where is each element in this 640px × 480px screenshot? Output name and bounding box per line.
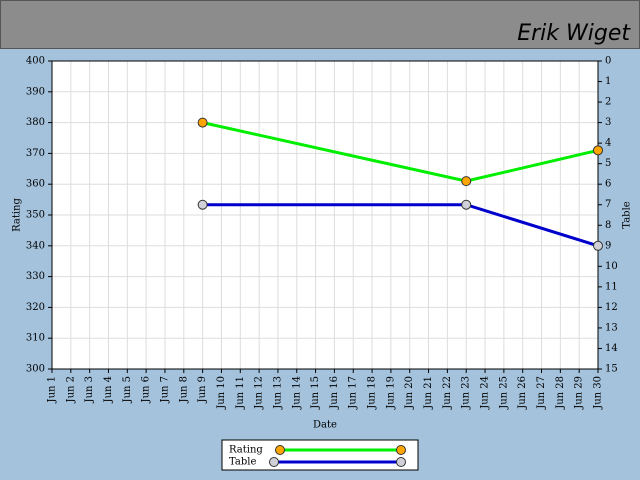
y2-tick-label: 2 [605,97,611,108]
y-tick-label: 300 [26,364,45,375]
x-tick-label: Jun 1 [47,376,58,403]
y2-tick-label: 4 [605,138,611,149]
data-point [197,117,208,128]
x-tick-label: Jun 7 [159,376,170,403]
legend-marker [396,445,406,455]
y-tick-label: 370 [26,148,45,159]
data-point [593,145,603,156]
y2-tick-label: 0 [605,56,611,67]
y-tick-label: 380 [26,117,45,128]
x-tick-label: Jun 15 [310,376,321,410]
x-tick-label: Jun 8 [178,376,189,403]
y-tick-label: 330 [26,271,45,282]
legend-marker [396,457,406,467]
x-tick-label: Jun 21 [423,376,434,410]
y2-tick-label: 13 [605,322,618,333]
y2-tick-label: 14 [605,343,618,354]
legend-label: Rating [229,445,263,456]
y2-tick-label: 12 [605,302,618,313]
legend-label: Table [229,457,256,468]
x-tick-label: Jun 27 [536,376,547,410]
y2-tick-label: 15 [605,364,618,375]
x-tick-label: Jun 14 [291,376,302,410]
x-tick-label: Jun 10 [216,376,227,410]
x-tick-label: Jun 3 [84,376,95,403]
y-tick-label: 400 [26,56,45,67]
legend-marker [269,457,279,467]
y2-tick-label: 1 [605,76,611,87]
y2-tick-label: 5 [605,158,611,169]
data-point [197,199,208,210]
x-axis-label: Date [313,420,337,431]
x-tick-label: Jun 16 [329,376,340,410]
y-axis-label: Rating [12,198,23,232]
legend-marker [275,445,285,455]
x-tick-label: Jun 20 [404,376,415,410]
data-point [593,240,603,251]
x-tick-label: Jun 23 [461,376,472,410]
x-tick-label: Jun 17 [348,376,359,410]
y-tick-label: 390 [26,86,45,97]
x-tick-label: Jun 28 [555,376,566,410]
x-tick-label: Jun 6 [141,376,152,403]
x-tick-label: Jun 12 [254,376,265,410]
y2-axis-label: Table [622,201,633,228]
x-tick-label: Jun 25 [498,376,509,410]
x-tick-label: Jun 18 [367,376,378,410]
y2-tick-label: 11 [605,281,618,292]
x-tick-label: Jun 22 [442,376,453,410]
y2-tick-label: 6 [605,179,611,190]
y-tick-label: 340 [26,240,45,251]
x-tick-label: Jun 4 [103,376,114,403]
y-tick-label: 320 [26,302,45,313]
legend-box [221,439,419,471]
y2-tick-label: 10 [605,261,618,272]
data-point [461,176,472,187]
x-tick-label: Jun 5 [122,376,133,403]
x-tick-label: Jun 24 [480,376,491,410]
y2-tick-label: 7 [605,199,611,210]
x-tick-label: Jun 26 [517,376,528,410]
x-tick-label: Jun 30 [593,376,604,410]
x-tick-label: Jun 29 [574,376,585,410]
y2-tick-label: 3 [605,117,611,128]
y-tick-label: 350 [26,210,45,221]
header-title: Erik Wiget [517,21,631,46]
header-bar [0,0,640,49]
x-tick-label: Jun 13 [272,376,283,410]
y-tick-label: 360 [26,179,45,190]
data-point [461,199,472,210]
x-tick-label: Jun 19 [385,376,396,410]
x-tick-label: Jun 9 [197,376,208,403]
x-tick-label: Jun 2 [65,376,76,403]
y2-tick-label: 8 [605,220,611,231]
y-tick-label: 310 [26,333,45,344]
y2-tick-label: 9 [605,240,611,251]
x-tick-label: Jun 11 [235,376,246,410]
